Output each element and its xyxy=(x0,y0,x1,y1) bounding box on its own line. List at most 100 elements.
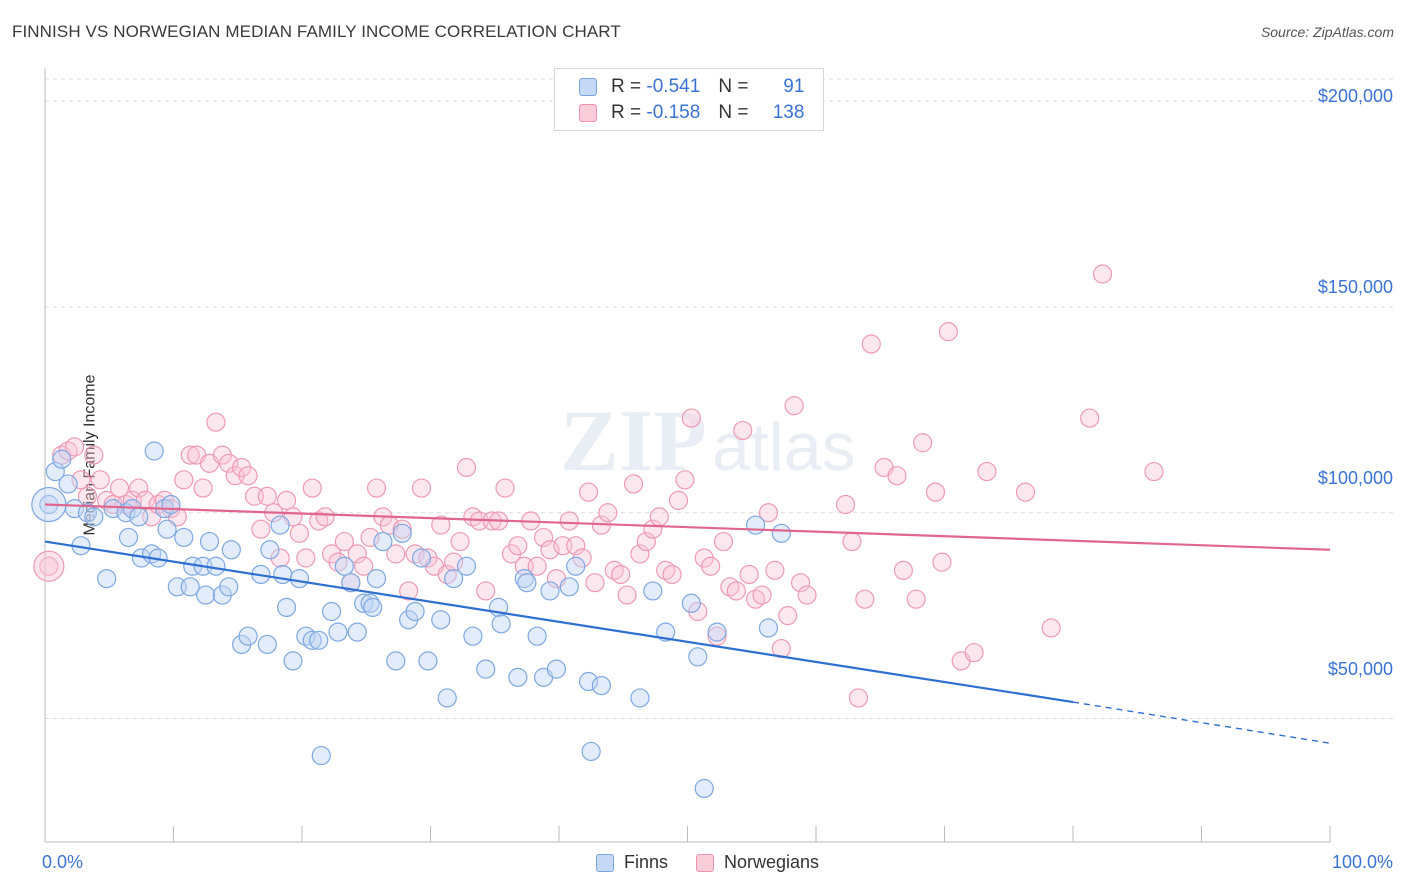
finns-point xyxy=(444,568,464,589)
norwegians-trend-line xyxy=(44,503,1331,551)
finns-point xyxy=(694,778,714,799)
finns-point xyxy=(289,568,310,589)
finns-legend-swatch xyxy=(596,853,614,872)
finns-point xyxy=(707,622,727,642)
norwegians-point xyxy=(276,490,297,510)
finns-point xyxy=(238,626,258,646)
finns-point xyxy=(527,626,547,646)
finns-swatch xyxy=(579,78,597,96)
finns-point xyxy=(418,651,438,671)
finns-point xyxy=(276,597,297,618)
finns-point xyxy=(221,540,241,560)
norwegians-point xyxy=(347,544,367,564)
norwegians-point xyxy=(64,437,85,457)
finns-point xyxy=(257,634,277,655)
finns-point xyxy=(97,568,117,589)
finns-point xyxy=(84,507,104,527)
finns-point xyxy=(517,573,537,593)
finns-point xyxy=(161,494,181,515)
norwegians-point xyxy=(508,536,528,556)
finns-points xyxy=(31,441,791,799)
norwegians-point xyxy=(649,507,669,527)
finns-point xyxy=(456,556,477,576)
finns-point xyxy=(591,675,612,696)
norwegians-point xyxy=(540,540,560,560)
norwegians-point xyxy=(887,466,907,486)
finns-point xyxy=(144,441,164,461)
norwegians-point xyxy=(1015,482,1036,502)
norwegians-point xyxy=(559,511,579,531)
finns-point xyxy=(273,564,293,585)
norwegians-point xyxy=(855,589,875,609)
norwegians-point xyxy=(219,453,239,473)
norwegians-point xyxy=(598,503,618,523)
norwegians-point xyxy=(302,478,322,498)
norwegians-point xyxy=(835,494,856,515)
norwegians-point xyxy=(913,433,933,453)
finns-point xyxy=(508,667,528,687)
norwegians-point xyxy=(668,490,689,510)
finns-point xyxy=(363,597,383,618)
norwegians-point xyxy=(476,581,496,601)
norwegians-point xyxy=(206,412,226,432)
finns-point xyxy=(129,507,149,527)
norwegians-point xyxy=(578,482,599,502)
norwegians-point xyxy=(450,531,470,552)
finns-point xyxy=(463,626,483,646)
norwegians-point xyxy=(623,474,644,494)
norwegians-point xyxy=(797,585,817,605)
finns-legend-label: Finns xyxy=(624,852,669,872)
norwegians-point xyxy=(611,564,631,585)
finns-point xyxy=(630,688,650,708)
finns-point xyxy=(334,556,355,576)
finns-point xyxy=(746,515,766,535)
finns-point xyxy=(58,474,78,494)
legend-item-finns[interactable]: Finns xyxy=(596,852,668,873)
finns-point xyxy=(219,577,239,597)
norwegians-point xyxy=(938,322,958,342)
norwegians-point xyxy=(84,445,104,465)
norwegians-point xyxy=(861,334,881,354)
finns-point xyxy=(437,688,457,708)
norwegians-point xyxy=(848,688,869,708)
x-tick-label-min: 0.0% xyxy=(42,852,84,872)
norwegians-point xyxy=(71,470,91,490)
norwegians-point xyxy=(617,585,637,605)
finns-point xyxy=(581,741,601,762)
finns-point xyxy=(559,577,579,597)
finns-point xyxy=(431,610,451,630)
norwegians-point xyxy=(238,466,258,486)
norwegians-point xyxy=(360,527,380,548)
finns-point xyxy=(347,622,367,642)
norwegians-point xyxy=(681,408,701,428)
y-tick-label-50k: $50,000 xyxy=(1327,659,1393,679)
norwegians-legend-label: Norwegians xyxy=(724,852,820,872)
norwegians-point-large xyxy=(33,550,65,582)
norwegians-point xyxy=(444,552,464,572)
norwegians-point xyxy=(251,519,271,539)
finns-point xyxy=(540,581,560,601)
norwegians-point xyxy=(778,606,798,626)
axes xyxy=(44,68,1331,843)
norwegians-point xyxy=(39,556,59,576)
finns-point xyxy=(366,568,387,589)
norwegians-point xyxy=(366,478,387,498)
norwegians-point xyxy=(392,519,412,539)
norwegians-point xyxy=(707,626,727,646)
finns-point xyxy=(118,527,139,548)
finns-point xyxy=(328,622,348,642)
norwegians-legend-swatch xyxy=(696,853,715,872)
legend-row-norwegians: R = -0.158 N = 138 xyxy=(579,101,804,125)
norwegians-point xyxy=(784,396,804,416)
norwegians-point xyxy=(566,536,586,556)
norwegians-point xyxy=(180,445,200,465)
legend-item-norwegians[interactable]: Norwegians xyxy=(696,852,819,873)
chart-title: FINNISH VS NORWEGIAN MEDIAN FAMILY INCOM… xyxy=(12,22,621,41)
finns-trend-extension xyxy=(1072,701,1331,744)
finns-point xyxy=(180,577,200,597)
norwegians-point xyxy=(675,470,695,490)
finns-point xyxy=(45,461,65,482)
finns-point xyxy=(758,618,779,638)
svg-text:ZIP: ZIP xyxy=(560,393,707,490)
